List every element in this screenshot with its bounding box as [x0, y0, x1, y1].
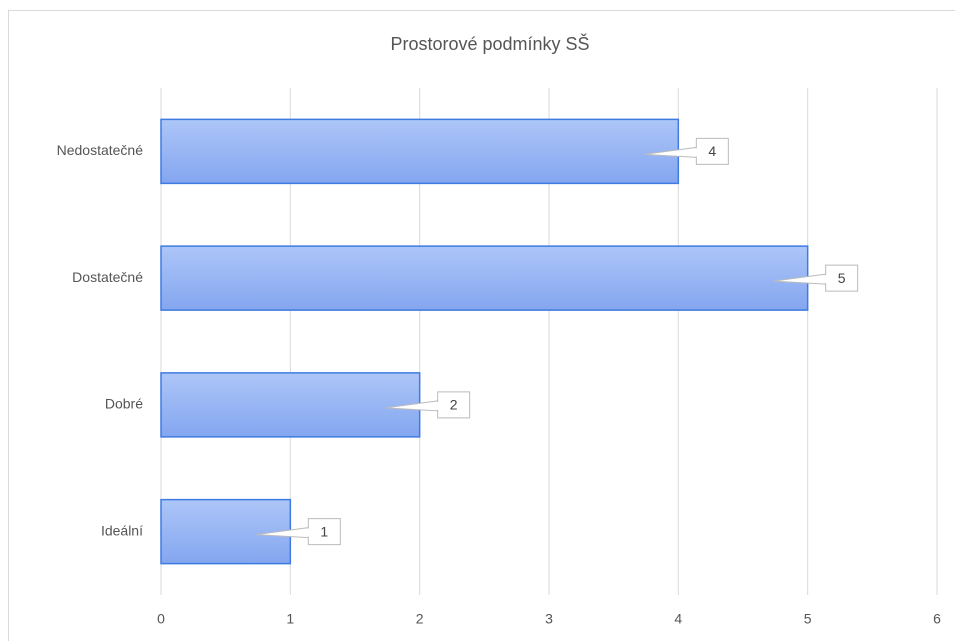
- x-tick-label: 1: [286, 611, 294, 627]
- bar: [160, 372, 421, 438]
- data-label: 4: [708, 143, 716, 159]
- data-label: 2: [450, 397, 458, 413]
- x-tick-label: 4: [674, 611, 682, 627]
- y-tick-label: Dostatečné: [72, 269, 143, 285]
- bar: [160, 498, 292, 565]
- label-box: [825, 264, 859, 292]
- data-label: 1: [320, 523, 328, 539]
- y-tick-label: Ideální: [101, 522, 143, 538]
- chart-title: Prostorové podmínky SŠ: [390, 33, 589, 54]
- x-tick-label: 5: [804, 611, 812, 627]
- bars: 4 5 2 1: [160, 118, 859, 565]
- chart-frame: [8, 10, 955, 641]
- x-tick-label: 3: [545, 611, 553, 627]
- bar: [160, 245, 809, 311]
- x-tick-label: 0: [157, 611, 165, 627]
- x-tick-label: 2: [416, 611, 424, 627]
- label-box: [695, 137, 729, 165]
- y-tick-label: Dobré: [105, 396, 143, 412]
- bar: [160, 118, 680, 185]
- label-box: [437, 391, 471, 419]
- y-tick-label: Nedostatečné: [57, 142, 144, 158]
- data-label: 5: [838, 270, 846, 286]
- label-box: [307, 518, 341, 546]
- x-tick-label: 6: [933, 611, 941, 627]
